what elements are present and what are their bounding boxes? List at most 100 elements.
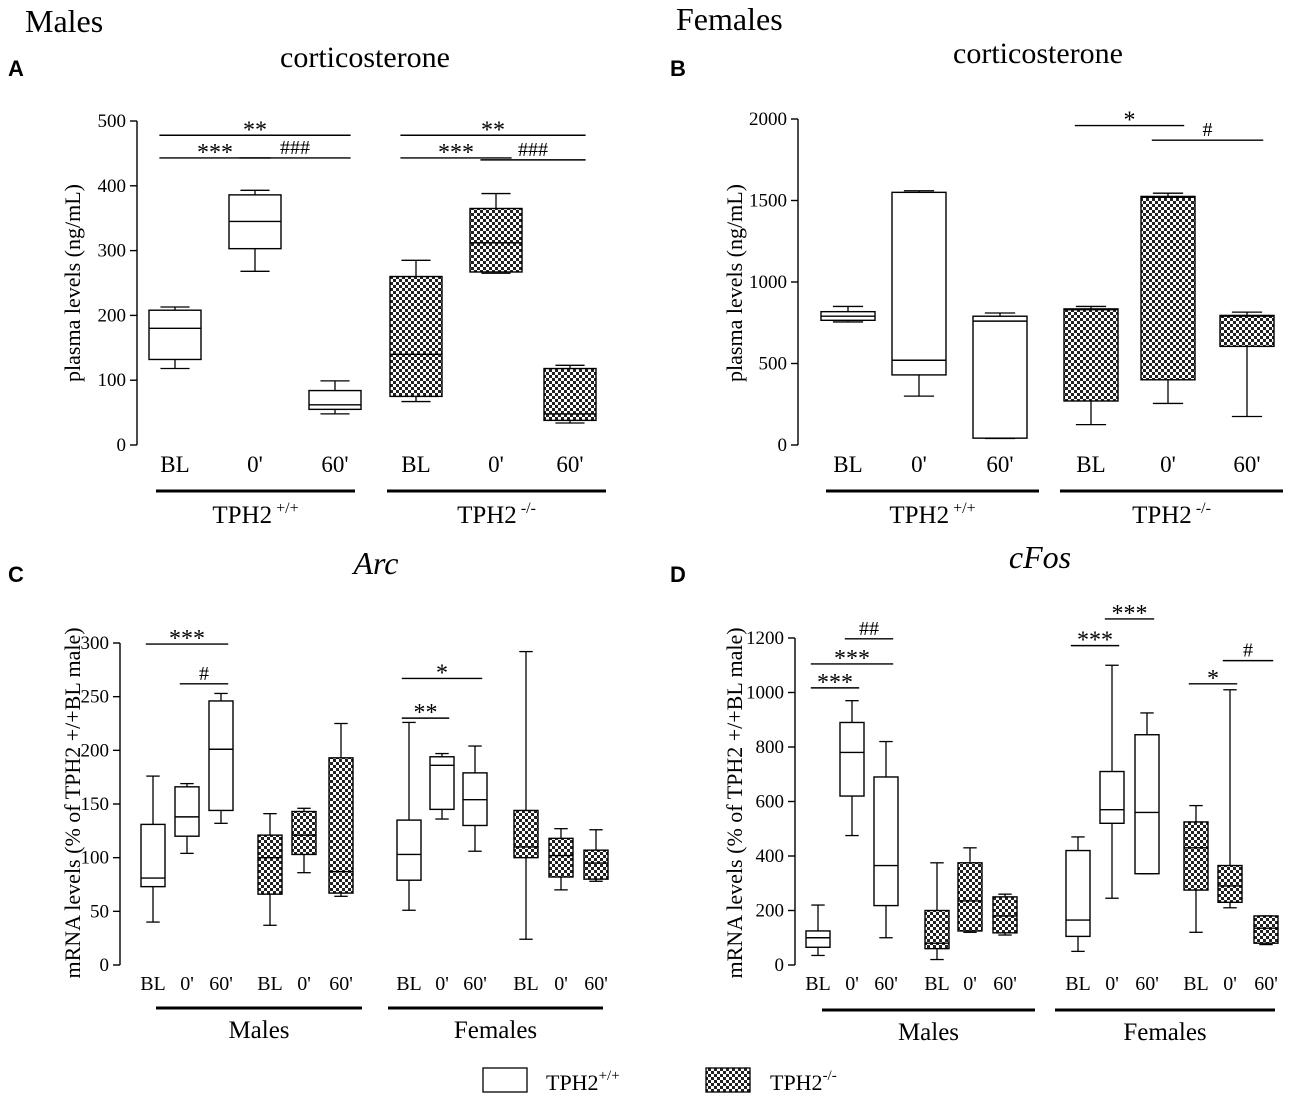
group-label-sup: -/- — [1192, 500, 1211, 517]
category-label: 60' — [329, 973, 353, 995]
box-5 — [1140, 192, 1196, 405]
category-label: BL — [833, 452, 862, 477]
box-iqr — [583, 849, 609, 880]
y-tick-label: 1000 — [749, 272, 787, 293]
group-label: Males — [898, 1019, 959, 1046]
box-iqr — [469, 207, 523, 273]
significance-label: *** — [834, 646, 870, 672]
box-10 — [1183, 804, 1209, 933]
significance-label: *** — [197, 140, 233, 166]
significance-label: *** — [1112, 601, 1148, 627]
box-iqr — [328, 757, 354, 894]
legend-label-wt: TPH2+/+ — [546, 1068, 620, 1095]
y-tick-label: 200 — [756, 901, 785, 922]
category-label: 60' — [986, 452, 1013, 477]
y-tick-label: 0 — [117, 435, 127, 456]
box-8 — [1099, 664, 1125, 899]
box-iqr — [543, 367, 597, 422]
box-1 — [805, 904, 831, 957]
significance-label: *** — [1077, 628, 1113, 654]
box-iqr — [992, 896, 1018, 934]
category-label: 0' — [911, 452, 927, 477]
box-9 — [1134, 712, 1160, 875]
category-label: BL — [805, 973, 831, 995]
box-4 — [389, 259, 443, 403]
group-label: Males — [228, 1017, 289, 1044]
category-label: 60' — [463, 973, 487, 995]
y-tick-label: 200 — [98, 305, 127, 326]
box-iqr — [396, 819, 422, 881]
box-iqr — [1140, 195, 1196, 381]
significance-label: ** — [481, 117, 505, 143]
y-tick-label: 400 — [756, 846, 785, 867]
box-iqr — [805, 930, 831, 948]
box-3 — [972, 312, 1028, 440]
category-label: 60' — [874, 973, 898, 995]
category-label: 0' — [180, 973, 194, 995]
y-tick-label: 1200 — [746, 628, 784, 649]
y-axis-label: plasma levels (ng/mL) — [722, 184, 747, 382]
y-axis-label: plasma levels (ng/mL) — [60, 184, 85, 382]
box-iqr — [174, 786, 200, 837]
y-tick-label: 0 — [778, 435, 788, 456]
significance-label: * — [1124, 108, 1136, 134]
significance-label: *** — [169, 626, 205, 652]
category-label: 60' — [209, 973, 233, 995]
panel-letter: A — [8, 56, 24, 81]
category-label: BL — [257, 973, 283, 995]
group-label-text: TPH2 — [1132, 502, 1192, 529]
significance-label: *** — [438, 140, 474, 166]
category-label: 60' — [1135, 973, 1159, 995]
box-iqr — [1134, 734, 1160, 875]
y-tick-label: 400 — [98, 176, 127, 197]
category-label: BL — [1183, 973, 1209, 995]
box-iqr — [972, 315, 1028, 439]
box-iqr — [548, 837, 574, 878]
significance-label: * — [436, 660, 448, 686]
category-label: 60' — [321, 452, 348, 477]
category-label: BL — [396, 973, 422, 995]
legend: TPH2+/+ TPH2-/- — [482, 1067, 837, 1095]
category-label: 0' — [435, 973, 449, 995]
significance-label: ### — [280, 137, 310, 159]
box-1 — [820, 305, 876, 323]
panel-c-chart: C Arc mRNA levels (% of TPH2 +/+BL male) 0 5… — [8, 545, 609, 1044]
panel-letter: B — [670, 56, 686, 81]
significance-label: *** — [817, 670, 853, 696]
box-4 — [1063, 305, 1119, 426]
group-label-text: Males — [898, 1019, 959, 1046]
box-1 — [148, 306, 202, 370]
box-2 — [839, 700, 865, 837]
y-tick-label: 1000 — [746, 683, 784, 704]
legend-label-ko: TPH2-/- — [770, 1068, 837, 1095]
box-5 — [291, 807, 317, 874]
category-label: 60' — [584, 973, 608, 995]
box-iqr — [291, 810, 317, 856]
category-label: 60' — [1233, 452, 1260, 477]
box-1 — [140, 775, 166, 923]
group-label-sup: +/+ — [949, 500, 976, 517]
category-label: BL — [1076, 452, 1105, 477]
group-label-sup: -/- — [517, 500, 536, 517]
category-label: BL — [1065, 973, 1091, 995]
category-label: BL — [513, 973, 539, 995]
category-label: 0' — [1223, 973, 1237, 995]
box-6 — [328, 722, 354, 897]
box-4 — [924, 862, 950, 961]
box-iqr — [839, 721, 865, 797]
box-iqr — [1219, 314, 1275, 348]
chart-title: corticosterone — [280, 41, 450, 74]
y-tick-label: 250 — [81, 687, 110, 708]
significance-label: # — [1203, 119, 1213, 141]
chart-title: cFos — [1009, 539, 1071, 575]
group-label-sup: +/+ — [272, 500, 299, 517]
box-11 — [1217, 689, 1243, 909]
y-tick-label: 0 — [100, 955, 110, 976]
group-label-text: TPH2 — [457, 502, 517, 529]
significance-label: ### — [518, 139, 548, 161]
y-tick-label: 2000 — [749, 109, 787, 130]
significance-label: # — [199, 663, 209, 685]
category-label: BL — [401, 452, 430, 477]
